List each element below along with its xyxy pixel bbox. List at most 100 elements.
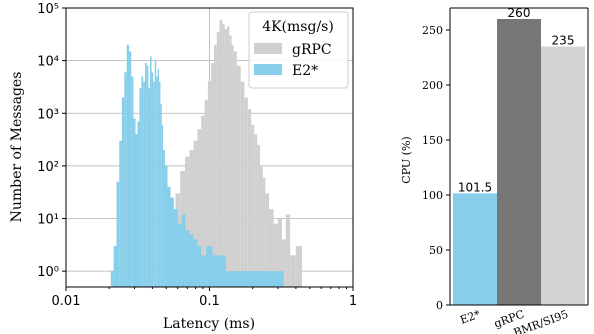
latency-y-axis-title: Number of Messages [9,72,25,223]
histogram-bar [181,214,186,287]
histogram-bar [116,181,120,287]
histogram-bar [234,271,246,287]
histogram-bar [185,230,190,287]
histogram-bar [148,88,151,287]
legend-swatch-e2 [254,64,282,75]
histogram-bar [231,44,234,287]
x-tick-label: 1 [349,294,357,309]
histogram-bar [197,246,202,287]
cpu-bar-value-label: 235 [552,34,575,48]
histogram-bar [110,271,114,287]
histogram-bar [126,44,130,287]
cpu-bars [453,19,585,305]
y-tick-label: 10¹ [37,213,59,228]
histogram-bar [257,144,261,287]
histogram-bar [135,134,138,287]
histogram-bar [204,99,208,287]
histogram-bar [227,26,230,288]
histogram-bar [121,97,125,287]
histogram-bar [184,156,190,287]
cpu-y-tick-label: 200 [422,79,443,92]
histogram-bar [163,150,166,287]
histogram-bar [260,165,263,287]
latency-y-ticks: 10⁰ 10¹ 10² 10³ 10⁴ 10⁵ [37,2,66,280]
histogram-bar [197,129,202,287]
histogram-bar [281,239,286,287]
histogram-bar [157,68,160,287]
histogram-bar [219,19,223,288]
histogram-bar [139,88,142,287]
histogram-bar [212,255,219,287]
histogram-bar [137,121,140,287]
histogram-bar [269,209,274,287]
histogram-bar [129,51,132,287]
legend-swatch-grpc [254,43,282,54]
cpu-y-tick-label: 250 [422,24,443,37]
y-tick-label: 10⁵ [37,2,59,17]
histogram-bar [189,234,194,287]
histogram-bar [133,118,136,287]
latency-histogram-chart: 0.01 0.1 1 10⁰ 10¹ 10² 10³ 10⁴ 10⁵ Latency (ms)… [9,2,357,332]
cpu-y-tick-label: 50 [429,244,443,257]
cpu-bar [453,193,497,305]
histogram-bar [165,165,168,287]
histogram-bar [173,209,178,287]
histogram-bar [259,271,273,287]
histogram-bar [154,60,157,287]
cpu-y-tick-label: 100 [422,189,443,202]
histogram-bar [156,76,158,287]
histogram-bar [277,218,282,287]
histogram-bar [290,255,296,287]
y-tick-label: 10⁰ [37,265,59,280]
histogram-bar [216,31,220,288]
histogram-bar [131,76,134,287]
histogram-bar [265,193,270,287]
x-tick-label: 0.01 [52,294,81,309]
y-tick-label: 10² [37,160,59,175]
cpu-category-label: E2* [458,307,482,326]
histogram-bar [153,81,155,287]
histogram-bar [144,63,147,288]
cpu-y-tick-label: 150 [422,134,443,147]
legend-label-grpc: gRPC [292,42,332,58]
histogram-bar [229,35,232,288]
histogram-bar [159,81,161,287]
histogram-bar [146,65,149,287]
histogram-bar [193,239,198,287]
histogram-bar [285,214,291,287]
histogram-bar [213,44,217,287]
legend-label-e2: E2* [292,63,318,79]
histogram-bar [236,65,241,287]
histogram-bar [113,246,117,287]
histogram-bar [262,177,266,287]
histogram-bar [177,223,182,287]
histogram-bar [151,72,154,287]
histogram-bar [254,134,258,287]
cpu-bar [497,19,541,305]
histogram-bar [201,255,207,287]
histogram-bar [141,76,144,287]
histogram-bar [272,271,284,287]
latency-x-axis-title: Latency (ms) [163,316,255,332]
latency-x-ticks: 0.01 0.1 1 [52,287,357,309]
histogram-bar [124,72,127,287]
cpu-y-ticks: 0 50 100 150 200 250 [422,24,450,312]
histogram-bar [295,246,303,287]
cpu-bar-value-label: 260 [508,6,531,20]
histogram-bar [170,197,174,287]
histogram-bar [167,186,171,287]
histogram-bar [222,23,225,287]
latency-legend: 4K(msg/s) gRPC E2* [248,11,349,89]
histogram-bar [245,271,260,287]
histogram-bar [161,124,164,287]
histogram-bar [193,140,198,287]
cpu-y-axis-title: CPU (%) [400,136,413,183]
histogram-bar [240,81,245,287]
histogram-bar [224,28,228,287]
histogram-bar [201,115,205,287]
histogram-bar [251,124,255,287]
histogram-bar [244,97,248,287]
cpu-value-labels: 101.5 260 235 [458,6,575,194]
